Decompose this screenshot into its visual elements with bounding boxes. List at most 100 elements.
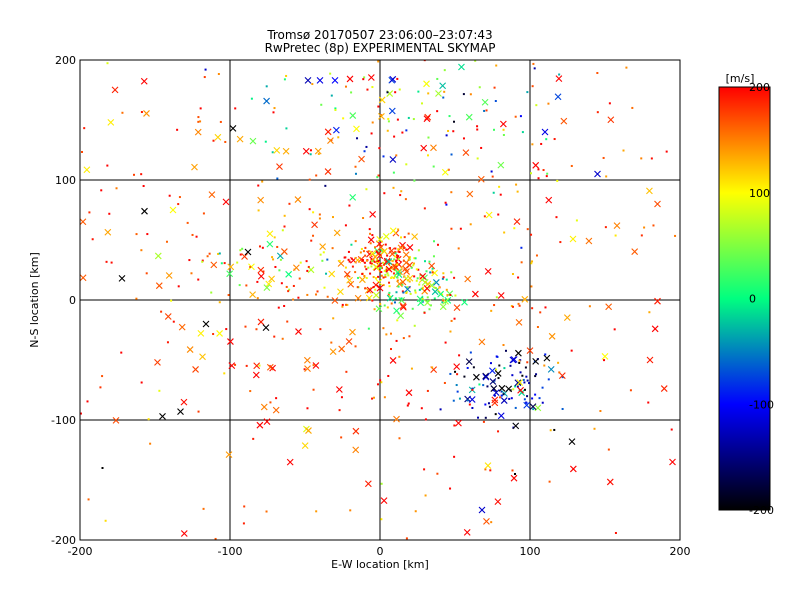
data-point-dot (448, 115, 451, 118)
data-point-dot (177, 285, 180, 288)
data-point-cross (478, 338, 486, 346)
data-point-dot (400, 297, 403, 300)
data-point-dot (613, 328, 616, 331)
data-point-dot (234, 107, 237, 110)
data-point-dot (276, 245, 279, 248)
data-point-cross (178, 323, 186, 331)
data-point-dot (558, 371, 561, 374)
data-point-dot (375, 277, 378, 280)
data-point-dot (593, 427, 596, 430)
data-point-dot (146, 233, 149, 236)
data-point-dot (203, 76, 206, 79)
data-point-dot (367, 266, 370, 269)
data-point-dot (365, 145, 368, 148)
data-point-dot (344, 85, 347, 88)
data-point-dot (445, 288, 448, 291)
data-point-cross (569, 235, 577, 243)
data-point-dot (369, 272, 372, 275)
data-point-dot (108, 212, 111, 215)
data-point-dot (559, 241, 562, 244)
data-point-cross (646, 187, 653, 195)
data-point-dot (343, 256, 346, 259)
data-point-dot (488, 405, 491, 408)
data-point-dot (398, 437, 401, 440)
data-point-dot (385, 333, 388, 336)
data-point-dot (277, 306, 280, 309)
data-point-dot (369, 262, 372, 265)
data-point-dot (322, 251, 325, 254)
data-point-dot (390, 348, 393, 351)
data-point-cross (497, 292, 505, 299)
data-point-dot (309, 149, 312, 152)
data-point-cross (294, 196, 302, 203)
data-point-dot (315, 174, 318, 177)
data-point-dot (502, 128, 505, 131)
data-point-dot (225, 328, 228, 331)
data-point-cross (468, 396, 476, 403)
data-point-dot (425, 270, 428, 273)
data-point-dot (420, 407, 423, 410)
data-point-dot (395, 291, 398, 294)
data-point-dot (380, 482, 383, 485)
data-point-cross (286, 458, 294, 466)
x-tick-label: 0 (377, 545, 384, 558)
data-point-dot (548, 480, 551, 483)
data-point-dot (454, 370, 457, 373)
data-point-cross (154, 358, 161, 366)
data-point-dot (432, 255, 435, 258)
data-point-dot (331, 216, 334, 219)
data-point-dot (197, 278, 200, 281)
data-point-dot (512, 388, 515, 391)
data-point-dot (197, 410, 200, 413)
data-point-dot (498, 185, 501, 188)
colorbar-tick-label: 100 (749, 187, 770, 200)
data-point-dot (288, 202, 291, 205)
data-point-cross (458, 63, 465, 71)
data-point-dot (342, 117, 345, 120)
data-point-dot (429, 304, 432, 307)
data-point-dot (393, 135, 396, 138)
data-point-cross (154, 252, 162, 260)
data-point-dot (377, 259, 380, 262)
data-point-dot (423, 311, 426, 314)
data-point-cross (439, 82, 447, 90)
data-point-dot (482, 420, 485, 423)
data-point-dot (393, 301, 396, 304)
data-point-dot (347, 258, 350, 261)
data-point-dot (206, 255, 209, 258)
data-point-dot (545, 175, 548, 178)
data-point-dot (482, 384, 485, 387)
data-point-dot (445, 278, 448, 281)
data-point-cross (461, 298, 468, 306)
data-point-cross (515, 349, 522, 357)
data-point-dot (502, 344, 505, 347)
data-point-dot (408, 256, 411, 259)
data-point-dot (398, 88, 401, 91)
data-point-cross (216, 330, 223, 337)
data-point-dot (407, 402, 410, 405)
data-point-dot (83, 127, 86, 130)
data-point-dot (257, 209, 260, 212)
data-point-dot (261, 246, 264, 249)
data-point-cross (386, 294, 394, 302)
data-point-dot (256, 280, 259, 283)
data-point-dot (385, 267, 388, 270)
data-point-dot (530, 233, 533, 236)
data-point-dot (447, 168, 450, 171)
data-point-cross (654, 200, 661, 208)
data-point-cross (419, 272, 427, 280)
data-point-dot (483, 109, 486, 112)
data-point-dot (442, 299, 445, 302)
data-point-cross (208, 191, 216, 198)
data-point-cross (273, 146, 281, 154)
data-point-cross (382, 233, 390, 240)
data-point-dot (318, 213, 321, 216)
data-point-cross (431, 269, 439, 277)
data-point-cross (383, 257, 391, 265)
data-point-dot (312, 234, 315, 237)
data-point-dot (132, 173, 135, 176)
data-point-dot (382, 155, 385, 158)
data-point-dot (351, 265, 354, 268)
data-point-dot (354, 345, 357, 348)
data-point-cross (560, 117, 568, 125)
